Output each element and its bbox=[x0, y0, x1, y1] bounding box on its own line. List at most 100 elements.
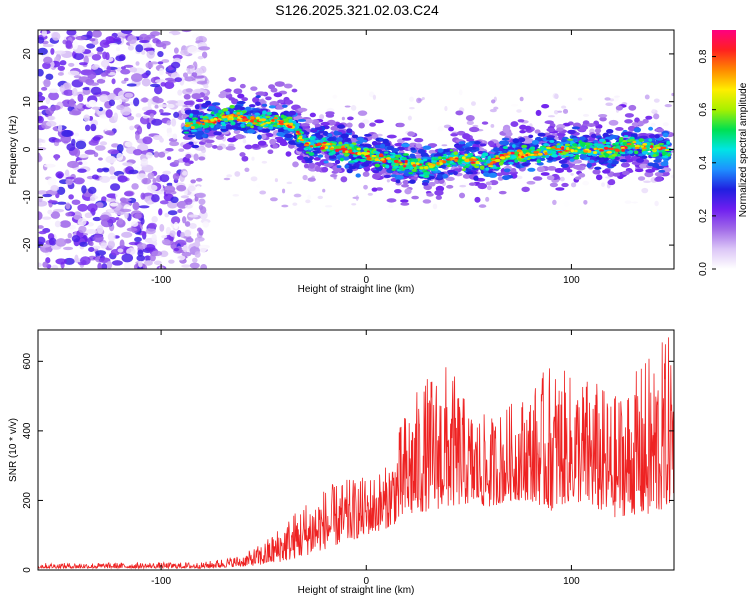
ridge-blob bbox=[465, 171, 474, 175]
ridge-blob bbox=[495, 155, 499, 158]
ridge-blob bbox=[535, 109, 542, 117]
noise-blob bbox=[368, 91, 375, 98]
ridge-blob bbox=[283, 110, 290, 114]
ridge-blob bbox=[240, 123, 245, 128]
noise-blob bbox=[98, 257, 111, 263]
noise-blob bbox=[91, 106, 101, 110]
noise-blob bbox=[68, 194, 74, 200]
ridge-blob bbox=[564, 143, 571, 147]
noise-blob bbox=[166, 156, 172, 161]
ridge-blob bbox=[410, 161, 416, 164]
ridge-blob bbox=[196, 130, 205, 136]
ridge-blob bbox=[437, 156, 443, 160]
noise-blob bbox=[88, 139, 99, 146]
ridge-blob bbox=[511, 155, 517, 159]
ridge-blob bbox=[204, 142, 213, 148]
noise-blob bbox=[75, 35, 88, 41]
noise-blob bbox=[72, 87, 78, 97]
noise-blob bbox=[242, 139, 247, 144]
noise-blob bbox=[77, 203, 88, 212]
ridge-blob bbox=[233, 129, 241, 135]
ridge-blob bbox=[436, 173, 443, 179]
ridge-blob bbox=[351, 134, 359, 139]
ridge-blob bbox=[363, 133, 372, 137]
ridge-blob bbox=[336, 137, 343, 143]
ridge-blob bbox=[586, 162, 592, 168]
ridge-blob bbox=[191, 93, 202, 100]
noise-blob bbox=[57, 124, 63, 132]
noise-blob bbox=[135, 44, 144, 53]
ridge-blob bbox=[595, 174, 603, 181]
ridge-blob bbox=[615, 127, 624, 131]
ridge-blob bbox=[499, 156, 506, 160]
ridge-blob bbox=[311, 119, 320, 126]
ridge-blob bbox=[426, 192, 434, 197]
ridge-blob bbox=[502, 175, 510, 181]
ridge-blob bbox=[248, 104, 256, 108]
noise-blob bbox=[146, 34, 156, 39]
noise-blob bbox=[43, 163, 56, 168]
ridge-blob bbox=[491, 158, 496, 161]
ridge-blob bbox=[519, 129, 526, 134]
ridge-blob bbox=[556, 127, 564, 132]
ridge-blob bbox=[454, 144, 463, 149]
spectrogram-y-ticks: -20 -10 0 10 20 bbox=[22, 48, 674, 252]
colorbar-tick-label: 0.8 bbox=[698, 49, 709, 63]
noise-blob bbox=[111, 78, 116, 85]
ridge-blob bbox=[631, 122, 639, 127]
ridge-blob bbox=[255, 95, 261, 99]
ridge-blob bbox=[570, 149, 575, 153]
noise-blob bbox=[38, 190, 48, 195]
ridge-blob bbox=[647, 162, 655, 167]
noise-blob bbox=[127, 45, 135, 51]
noise-blob bbox=[47, 200, 58, 204]
noise-blob bbox=[159, 137, 164, 143]
noise-blob bbox=[63, 257, 75, 265]
ridge-blob bbox=[458, 141, 466, 145]
ridge-blob bbox=[184, 124, 190, 128]
noise-blob bbox=[173, 247, 180, 252]
noise-blob bbox=[100, 72, 108, 77]
ridge-blob bbox=[372, 150, 378, 154]
ridge-blob bbox=[239, 115, 244, 118]
ridge-blob bbox=[189, 113, 194, 116]
ridge-blob bbox=[341, 145, 345, 149]
noise-blob bbox=[281, 188, 286, 194]
noise-blob bbox=[187, 65, 194, 69]
noise-blob bbox=[129, 125, 135, 131]
ridge-blob bbox=[503, 153, 509, 156]
noise-blob bbox=[134, 213, 142, 219]
noise-blob bbox=[134, 236, 142, 243]
ridge-blob bbox=[344, 153, 349, 157]
noise-blob bbox=[161, 59, 170, 63]
ridge-blob bbox=[357, 152, 362, 156]
ridge-blob bbox=[664, 149, 670, 152]
noise-blob bbox=[166, 132, 174, 138]
ridge-blob bbox=[660, 161, 669, 167]
noise-blob bbox=[91, 30, 102, 38]
noise-blob bbox=[57, 72, 64, 76]
ridge-blob bbox=[446, 158, 451, 161]
ridge-blob bbox=[383, 151, 389, 154]
ridge-blob bbox=[205, 100, 212, 106]
noise-blob bbox=[123, 64, 134, 68]
noise-blob bbox=[187, 185, 196, 192]
ridge-blob bbox=[590, 133, 597, 138]
noise-blob bbox=[174, 36, 180, 43]
noise-blob bbox=[613, 95, 621, 98]
noise-blob bbox=[81, 250, 89, 256]
ridge-blob bbox=[222, 107, 229, 112]
noise-blob bbox=[195, 185, 201, 193]
ridge-blob bbox=[241, 97, 249, 102]
noise-blob bbox=[164, 81, 175, 90]
ridge-blob bbox=[550, 150, 557, 155]
ridge-blob bbox=[620, 162, 630, 168]
ridge-blob bbox=[296, 155, 305, 161]
ridge-blob bbox=[242, 118, 247, 122]
ridge-blob bbox=[380, 158, 385, 161]
ridge-blob bbox=[468, 182, 476, 186]
ridge-blob bbox=[230, 114, 234, 117]
ridge-blob bbox=[512, 138, 520, 144]
ridge-blob bbox=[271, 118, 275, 122]
ridge-blob bbox=[547, 166, 557, 171]
